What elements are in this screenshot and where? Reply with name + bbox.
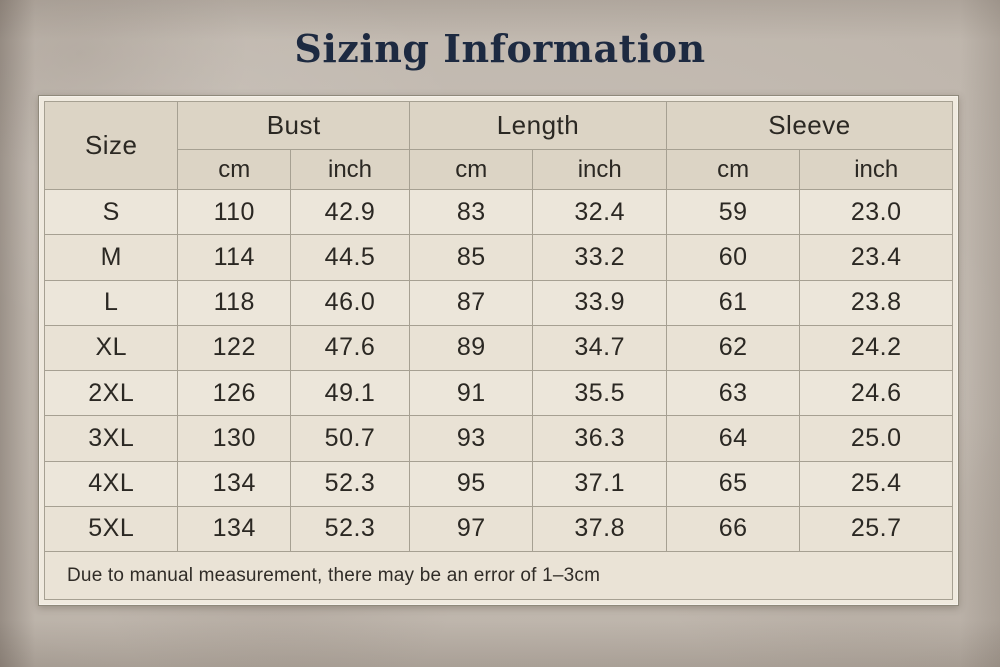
length-cm-cell: 87: [408, 279, 534, 326]
size-row: 3XL 130 50.7 93 36.3 64 25.0: [43, 415, 953, 462]
bust-inch-cell: 52.3: [290, 460, 410, 507]
size-table-body: S 110 42.9 83 32.4 59 23.0 M 114 44.5 85…: [43, 188, 953, 553]
sleeve-cm-cell: 60: [665, 234, 801, 281]
length-cm-cell: 83: [408, 188, 534, 236]
unit-header-length-inch: inch: [532, 149, 667, 190]
unit-header-bust-cm: cm: [177, 149, 292, 190]
sizing-table-card: Size Bust Length Sleeve cm inch cm inch …: [38, 95, 959, 606]
sleeve-cm-cell: 66: [665, 505, 801, 553]
size-row: XL 122 47.6 89 34.7 62 24.2: [43, 324, 953, 372]
unit-header-sleeve-inch: inch: [799, 149, 953, 190]
note-row: Due to manual measurement, there may be …: [44, 551, 953, 600]
bust-cm-cell: 110: [177, 188, 292, 236]
column-header-sleeve: Sleeve: [665, 101, 954, 150]
size-label-cell: XL: [43, 324, 179, 372]
bust-cm-cell: 130: [177, 415, 292, 462]
size-label-cell: 3XL: [43, 415, 179, 462]
sleeve-inch-cell: 24.2: [799, 324, 953, 372]
bust-cm-cell: 114: [177, 234, 292, 281]
unit-header-length-cm: cm: [408, 149, 534, 190]
column-header-bust: Bust: [177, 101, 410, 150]
size-row: 4XL 134 52.3 95 37.1 65 25.4: [43, 460, 953, 507]
sleeve-cm-cell: 65: [665, 460, 801, 507]
length-inch-cell: 36.3: [532, 415, 667, 462]
sleeve-cm-cell: 64: [665, 415, 801, 462]
bust-inch-cell: 42.9: [290, 188, 410, 236]
bust-inch-cell: 44.5: [290, 234, 410, 281]
bust-inch-cell: 47.6: [290, 324, 410, 372]
sleeve-cm-cell: 61: [665, 279, 801, 326]
sleeve-inch-cell: 23.0: [799, 188, 953, 236]
sleeve-inch-cell: 25.7: [799, 505, 953, 553]
bust-cm-cell: 134: [177, 505, 292, 553]
bust-inch-cell: 46.0: [290, 279, 410, 326]
length-cm-cell: 89: [408, 324, 534, 372]
bust-cm-cell: 126: [177, 369, 292, 417]
unit-header-row: cm inch cm inch cm inch: [45, 149, 953, 190]
sizing-table: Size Bust Length Sleeve cm inch cm inch …: [43, 101, 954, 600]
unit-header-bust-inch: inch: [290, 149, 410, 190]
sleeve-inch-cell: 25.0: [799, 415, 953, 462]
page-title: Sizing Information: [294, 26, 706, 71]
bust-inch-cell: 50.7: [290, 415, 410, 462]
length-inch-cell: 37.1: [532, 460, 667, 507]
bust-cm-cell: 122: [177, 324, 292, 372]
size-label-cell: 4XL: [43, 460, 179, 507]
length-cm-cell: 93: [408, 415, 534, 462]
column-header-length: Length: [408, 101, 667, 150]
sleeve-inch-cell: 23.4: [799, 234, 953, 281]
sleeve-cm-cell: 59: [665, 188, 801, 236]
length-cm-cell: 95: [408, 460, 534, 507]
sleeve-cm-cell: 63: [665, 369, 801, 417]
sleeve-inch-cell: 24.6: [799, 369, 953, 417]
size-label-cell: M: [43, 234, 179, 281]
length-inch-cell: 37.8: [532, 505, 667, 553]
size-row: L 118 46.0 87 33.9 61 23.8: [43, 279, 953, 326]
size-label-cell: S: [43, 188, 179, 236]
size-label-cell: 5XL: [43, 505, 179, 553]
bust-cm-cell: 118: [177, 279, 292, 326]
measurement-note: Due to manual measurement, there may be …: [44, 551, 953, 600]
sleeve-cm-cell: 62: [665, 324, 801, 372]
size-label-cell: 2XL: [43, 369, 179, 417]
length-inch-cell: 34.7: [532, 324, 667, 372]
length-inch-cell: 32.4: [532, 188, 667, 236]
size-row: M 114 44.5 85 33.2 60 23.4: [43, 234, 953, 281]
length-cm-cell: 85: [408, 234, 534, 281]
length-cm-cell: 97: [408, 505, 534, 553]
sleeve-inch-cell: 25.4: [799, 460, 953, 507]
length-inch-cell: 33.2: [532, 234, 667, 281]
bust-inch-cell: 52.3: [290, 505, 410, 553]
group-header-row: Size Bust Length Sleeve: [43, 101, 954, 190]
size-row: S 110 42.9 83 32.4 59 23.0: [43, 188, 953, 236]
length-inch-cell: 35.5: [532, 369, 667, 417]
bust-inch-cell: 49.1: [290, 369, 410, 417]
length-cm-cell: 91: [408, 369, 534, 417]
size-row: 2XL 126 49.1 91 35.5 63 24.6: [43, 369, 953, 417]
sleeve-inch-cell: 23.8: [799, 279, 953, 326]
column-header-size: Size: [43, 101, 179, 190]
size-row: 5XL 134 52.3 97 37.8 66 25.7: [43, 505, 953, 553]
size-label-cell: L: [43, 279, 179, 326]
bust-cm-cell: 134: [177, 460, 292, 507]
unit-header-sleeve-cm: cm: [665, 149, 801, 190]
length-inch-cell: 33.9: [532, 279, 667, 326]
